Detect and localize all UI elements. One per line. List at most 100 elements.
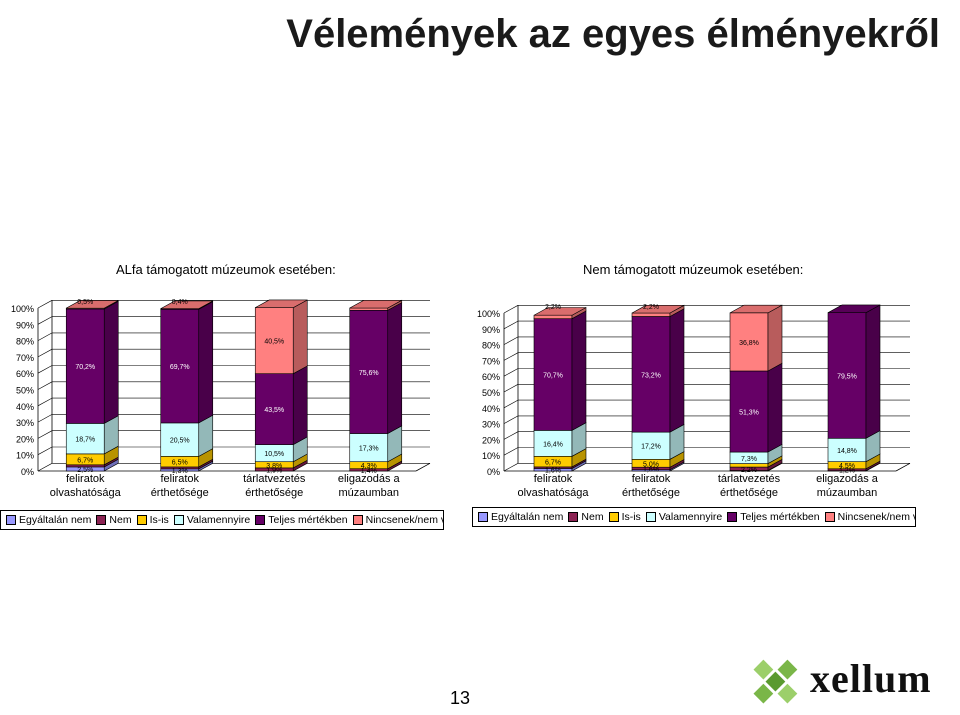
data-label: 4,3% [361,463,377,470]
bar-segment [533,430,573,457]
data-label: 17,3% [359,446,379,453]
legend-label: Valamennyire [186,514,251,526]
bar-segment [254,373,294,445]
xellum-logo: xellum [740,655,950,710]
data-label: 79,5% [837,373,857,380]
legend-swatch [96,515,107,525]
legend-item: Nincsenek/nem volt [824,511,915,523]
x-axis-depth [415,462,431,472]
bar-top-face [729,304,783,314]
y-tick-label: 0% [21,467,34,477]
legend-swatch [824,512,835,522]
data-label: 43,5% [264,407,284,414]
data-label: 1,2% [839,468,855,475]
bar-segment [65,308,105,424]
data-label: 0,5% [77,299,93,306]
bar-segment-side [198,301,214,424]
grid-diagonal [37,430,53,439]
slide-title: Vélemények az egyes élményekről [286,12,940,56]
grid-diagonal [503,368,519,377]
grid-diagonal [503,399,519,409]
legend-item: Teljes mértékben [727,511,820,523]
y-tick-label: 0% [487,467,500,477]
y-tick-label: 20% [482,435,500,445]
y-tick-label: 30% [16,418,34,428]
bar-segment [160,422,200,457]
bar-segment [827,312,867,439]
legend-item: Valamennyire [173,514,251,526]
x-tick-label: tárlatvezetés [243,473,306,485]
x-tick-label: olvashatósága [518,487,590,499]
chart-left: 0% 10% 20% 30% 40% 50% 60% 70% 80% 90% 100% 2,5% 6,7… [11,299,431,499]
bar-segment-side [767,304,783,372]
legend-label: Nem [581,511,604,523]
legend-item: Nem [96,514,132,526]
bar-segment [631,431,671,460]
bar-segment-side [292,299,308,375]
bar-segment [349,433,389,463]
bar-segment [349,309,389,434]
x-tick-label: érthetősége [622,487,680,499]
data-label: 4,5% [839,463,855,470]
data-label: 51,3% [739,410,759,417]
bar-top-face [66,300,119,309]
x-tick-label: feliratok [632,473,671,485]
y-tick-label: 70% [482,356,500,366]
legend-right: Egyáltalán nem Nem Is-is Valamennyire Teljes… [472,507,916,527]
data-label: 2,2% [741,467,757,474]
y-tick-label: 40% [482,404,500,414]
y-tick-label: 40% [16,402,34,412]
data-label: 16,4% [543,441,563,448]
legend-item: Is-is [608,511,641,523]
data-label: 14,8% [837,448,857,455]
grid-diagonal [503,320,519,330]
data-label: 2,5% [77,467,93,474]
bar-top-face [631,305,685,314]
y-tick-label: 60% [16,369,34,379]
y-tick-label: 10% [16,451,34,461]
data-label: 1,3% [172,468,188,475]
legend-swatch [6,515,16,525]
legend-label: Nincsenek/nem volt [837,511,915,523]
y-tick-label: 30% [482,420,500,430]
data-label: 20,5% [170,438,190,445]
legend-swatch [727,512,738,522]
bar-top-face [349,300,402,309]
data-label: 36,8% [739,340,759,347]
grid-diagonal [37,365,53,374]
legend-item: Is-is [136,514,169,526]
grid-diagonal [503,352,519,361]
legend-swatch [645,512,656,522]
y-tick-label: 80% [482,341,500,351]
legend-swatch [568,512,579,522]
legend-item: Teljes mértékben [255,514,348,526]
data-label: 3,8% [266,463,282,470]
bar-segment [533,314,573,319]
y-tick-label: 100% [11,304,34,314]
legend-swatch [136,515,147,525]
data-label: 1,4% [361,468,377,475]
grid-diagonal [503,431,519,440]
data-label: 5,0% [643,461,659,468]
x-tick-label: olvashatósága [50,487,122,499]
x-tick-label: feliratok [66,473,105,485]
x-tick-label: érthetősége [151,487,209,499]
legend-label: Egyáltalán nem [491,511,564,523]
legend-label: Teljes mértékben [268,514,348,526]
grid-diagonal [37,397,53,407]
x-axis-depth [895,462,911,472]
legend-label: Nem [109,514,132,526]
legend-item: Nincsenek/nem volt [352,514,443,526]
bar-segment [254,307,294,374]
x-tick-label: tárlatvezetés [718,473,781,485]
data-label: 70,7% [543,373,563,380]
legend-label: Is-is [621,511,641,523]
bar-segment [729,370,769,453]
grid-diagonal [37,300,53,309]
bar-top-face [533,307,587,316]
legend-swatch [352,515,363,525]
legend-item: Egyáltalán nem [6,514,91,526]
bar-top-face [255,299,308,308]
grid-diagonal [37,414,53,423]
bar-segment [160,309,200,424]
